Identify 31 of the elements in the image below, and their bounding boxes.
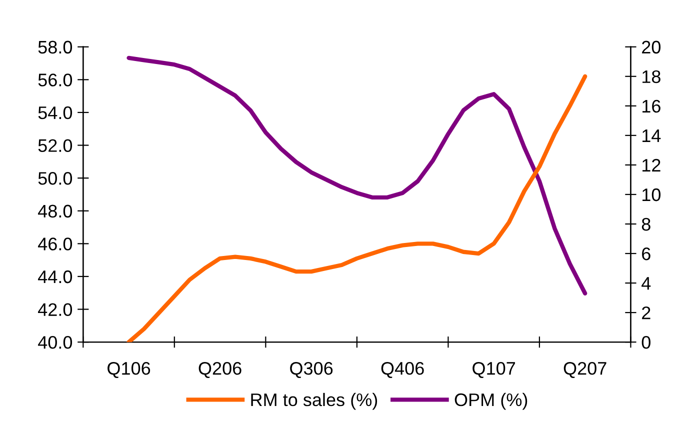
- x-tick-label: Q406: [381, 362, 424, 378]
- y-tick-label: 54.0: [38, 106, 72, 120]
- line-series: [126, 56, 588, 296]
- y2-tick-label: 4: [642, 277, 651, 290]
- y-tick-label: 50.0: [38, 172, 72, 185]
- y2-tick-label: 20: [642, 40, 660, 54]
- y2-tick-label: 8: [642, 218, 650, 231]
- y2-tick-label: 6: [642, 247, 650, 260]
- x-tick-label: Q106: [108, 362, 150, 378]
- x-tick-label: Q207: [564, 362, 606, 378]
- x-tick-label: Q107: [472, 362, 515, 378]
- legend-label: OPM (%): [454, 392, 528, 410]
- line-series: [126, 74, 588, 342]
- y-tick-label: 56.0: [38, 74, 72, 86]
- y-tick-label: 44.0: [38, 270, 72, 284]
- y-tick-label: 52.0: [38, 139, 72, 152]
- y2-tick-label: 10: [642, 188, 660, 202]
- y2-tick-label: 12: [642, 158, 660, 172]
- y-tick-label: 58.0: [38, 40, 72, 54]
- y-tick-label: 48.0: [38, 204, 72, 218]
- y2-tick-label: 16: [642, 100, 660, 113]
- y2-tick-label: 18: [642, 70, 660, 84]
- y-tick-label: 40.0: [38, 336, 72, 349]
- y2-tick-label: 0: [642, 336, 650, 349]
- y2-tick-label: 2: [642, 306, 650, 320]
- x-tick-label: Q306: [290, 362, 333, 378]
- y2-tick-label: 14: [642, 130, 661, 142]
- x-tick-label: Q206: [198, 362, 242, 378]
- legend-label: RM to sales (%): [251, 392, 378, 410]
- y-tick-label: 42.0: [38, 303, 72, 316]
- y-tick-label: 46.0: [38, 238, 72, 250]
